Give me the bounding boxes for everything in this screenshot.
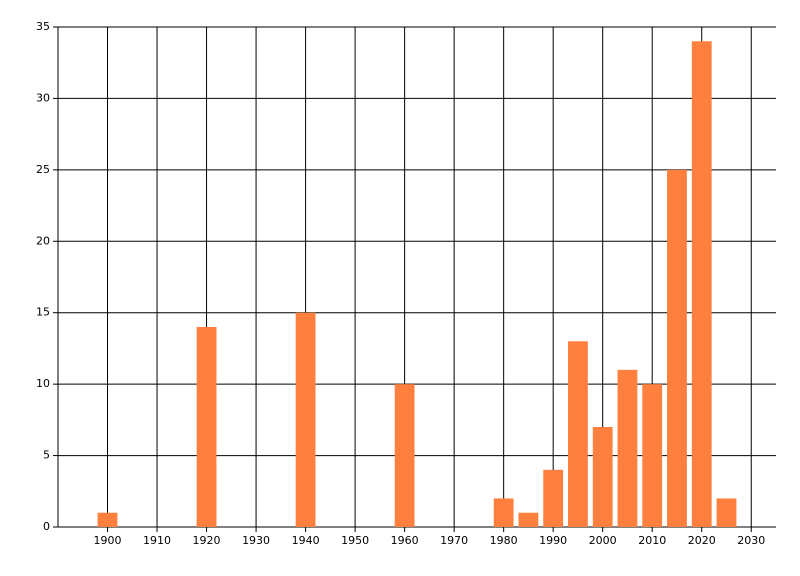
x-tick-label: 1960 xyxy=(391,534,419,547)
bar xyxy=(716,498,737,527)
y-tick-label: 10 xyxy=(36,377,50,390)
bar xyxy=(642,384,663,527)
bar xyxy=(543,469,564,527)
bar xyxy=(568,341,588,527)
bar xyxy=(518,512,539,527)
x-tick-label: 1940 xyxy=(292,534,320,547)
x-tick-label: 1900 xyxy=(94,534,122,547)
y-tick-label: 0 xyxy=(43,520,50,533)
x-tick-label: 1920 xyxy=(193,534,221,547)
x-tick-label: 1980 xyxy=(490,534,518,547)
x-tick-label: 2000 xyxy=(589,534,617,547)
x-tick-label: 1930 xyxy=(242,534,270,547)
y-tick-label: 20 xyxy=(36,234,50,247)
x-tick-label: 1910 xyxy=(143,534,171,547)
x-tick-label: 2020 xyxy=(688,534,716,547)
bar xyxy=(691,41,712,528)
bar xyxy=(196,327,217,527)
y-tick-label: 25 xyxy=(36,163,50,176)
bar xyxy=(592,427,613,527)
x-tick-label: 2030 xyxy=(737,534,765,547)
x-tick-label: 1950 xyxy=(341,534,369,547)
bar xyxy=(295,312,316,527)
x-tick-label: 2010 xyxy=(638,534,666,547)
bar xyxy=(617,369,638,527)
y-tick-label: 5 xyxy=(43,449,50,462)
x-tick-label: 1990 xyxy=(539,534,567,547)
bar xyxy=(97,512,118,527)
bar xyxy=(667,169,687,527)
y-tick-label: 15 xyxy=(36,306,50,319)
y-tick-label: 35 xyxy=(36,20,50,33)
bar xyxy=(493,498,514,527)
x-tick-label: 1970 xyxy=(440,534,468,547)
y-tick-label: 30 xyxy=(36,91,50,104)
bar xyxy=(394,384,415,527)
